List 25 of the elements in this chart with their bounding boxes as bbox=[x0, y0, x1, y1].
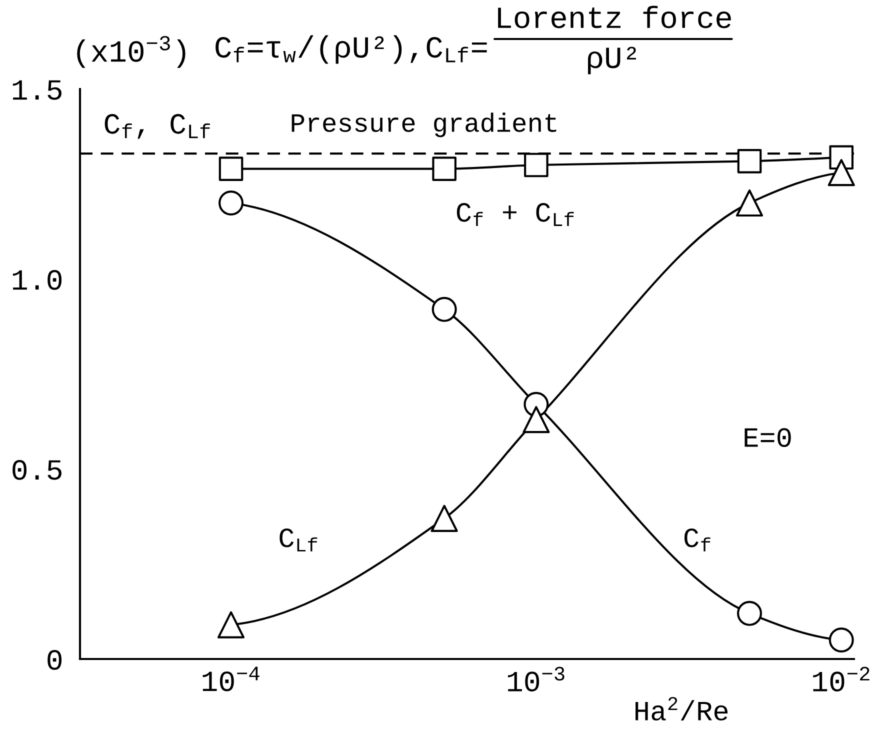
series-label: C$_{f}$ + C$_{Lf}$ bbox=[456, 202, 574, 226]
x-tick-label: 10$^{−2}$ bbox=[813, 666, 870, 692]
y-axis-title: C$_{f}$, C$_{Lf}$ bbox=[104, 114, 210, 139]
x-axis-title: Ha$^{2}$/Re bbox=[636, 697, 728, 721]
point bbox=[218, 156, 244, 181]
y-tick-label: 1.0 bbox=[12, 270, 62, 290]
point bbox=[217, 611, 245, 638]
series-label: C$_{f}$ bbox=[684, 528, 710, 552]
point bbox=[218, 190, 244, 216]
point bbox=[522, 406, 550, 434]
y-tick-label: 0 bbox=[48, 650, 62, 670]
x-tick-label: 10$^{−3}$ bbox=[508, 666, 564, 692]
text: ρU² bbox=[588, 46, 636, 74]
ref-line-label: Pressure gradient bbox=[292, 112, 556, 138]
y-tick-label: 1.5 bbox=[12, 80, 62, 100]
chart-title: C$_{f}$=τ$_{w}$/(ρU²),C$_{Lf}$= bbox=[216, 35, 487, 64]
point bbox=[828, 159, 855, 186]
point bbox=[524, 152, 548, 178]
x-tick-label: 10$^{−4}$ bbox=[202, 666, 260, 692]
series-label: C$_{Lf}$ bbox=[280, 528, 318, 552]
y-tick-label: 0.5 bbox=[12, 460, 62, 480]
annotation: E=0 bbox=[744, 428, 791, 448]
text: (x10$^{−3}$) bbox=[77, 36, 186, 68]
point bbox=[828, 627, 854, 653]
text: Lorentz force bbox=[498, 6, 731, 28]
